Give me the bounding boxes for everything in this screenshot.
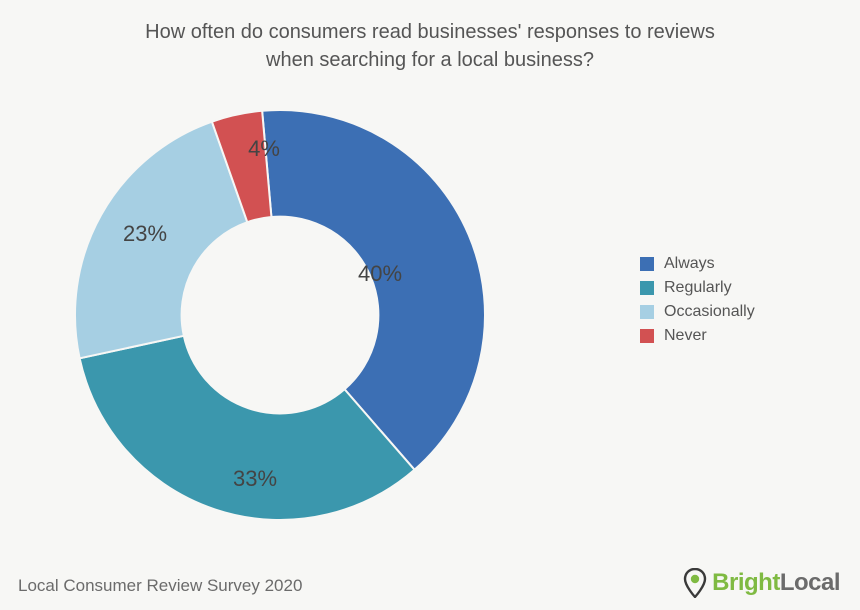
chart-title: How often do consumers read businesses' … bbox=[70, 0, 790, 74]
slice-label: 4% bbox=[248, 136, 280, 161]
legend-label: Always bbox=[664, 255, 715, 273]
legend-swatch bbox=[640, 305, 654, 319]
brand-logo: BrightLocal bbox=[682, 568, 840, 598]
legend-label: Occasionally bbox=[664, 303, 755, 321]
legend-item: Regularly bbox=[640, 279, 755, 297]
legend-label: Regularly bbox=[664, 279, 732, 297]
legend-swatch bbox=[640, 257, 654, 271]
legend-swatch bbox=[640, 329, 654, 343]
legend-item: Always bbox=[640, 255, 755, 273]
brand-text-2: Local bbox=[780, 569, 840, 597]
legend-item: Never bbox=[640, 327, 755, 345]
brand-text-1: Bright bbox=[712, 569, 780, 597]
map-pin-icon bbox=[682, 568, 708, 598]
legend-item: Occasionally bbox=[640, 303, 755, 321]
title-line-2: when searching for a local business? bbox=[266, 49, 594, 71]
slice-label: 33% bbox=[233, 466, 277, 491]
legend: Always Regularly Occasionally Never bbox=[640, 255, 755, 351]
slice-label: 40% bbox=[358, 261, 402, 286]
legend-swatch bbox=[640, 281, 654, 295]
donut-slice bbox=[80, 336, 415, 520]
footer-caption: Local Consumer Review Survey 2020 bbox=[18, 576, 302, 596]
donut-chart: 40% 33% 23% 4% bbox=[60, 95, 500, 535]
slice-label: 23% bbox=[123, 221, 167, 246]
legend-label: Never bbox=[664, 327, 707, 345]
title-line-1: How often do consumers read businesses' … bbox=[145, 21, 715, 43]
